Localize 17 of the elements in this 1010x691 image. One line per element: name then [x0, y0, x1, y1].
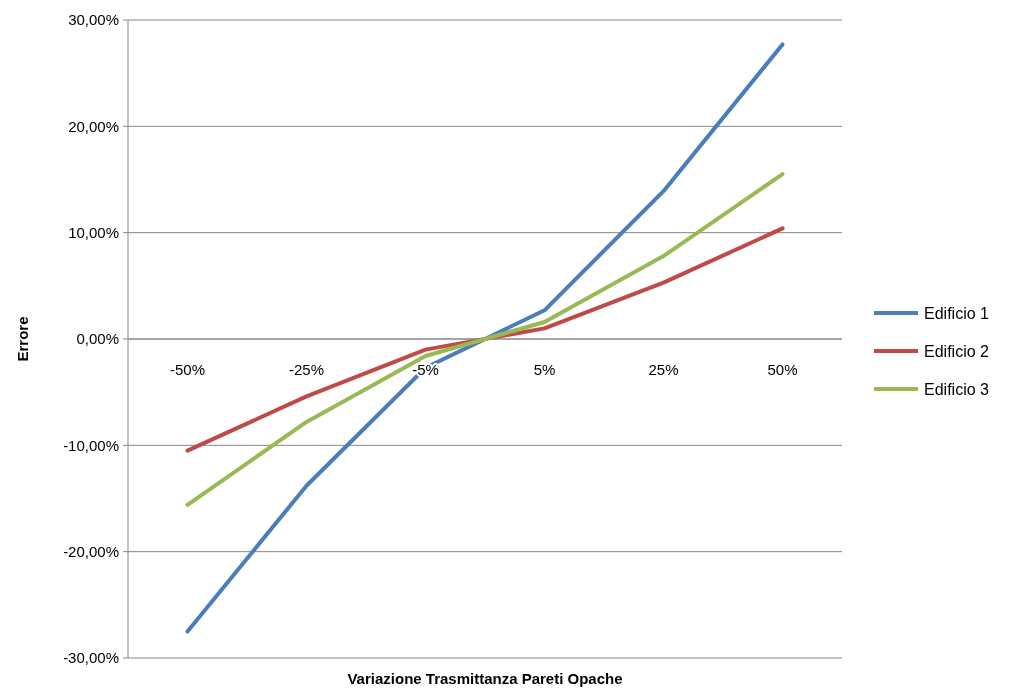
y-tick-label: 0,00%	[76, 330, 119, 348]
x-axis-title: Variazione Trasmittanza Pareti Opache	[347, 670, 623, 687]
y-tick-label: 10,00%	[68, 223, 119, 241]
legend-label: Edificio 1	[924, 304, 990, 322]
x-tick-label: 5%	[533, 361, 556, 378]
x-tick-label: -25%	[288, 361, 325, 378]
legend-label: Edificio 3	[924, 380, 990, 398]
x-tick-label: 50%	[767, 361, 798, 378]
x-tick-label: -50%	[169, 361, 206, 378]
y-tick-label: -20,00%	[63, 542, 119, 560]
y-tick-label: -10,00%	[63, 436, 119, 454]
y-tick-label: 20,00%	[68, 117, 119, 135]
y-tick-label: -30,00%	[63, 649, 119, 667]
x-tick-label: 25%	[648, 361, 679, 378]
y-tick-label: 30,00%	[68, 11, 119, 29]
legend-label: Edificio 2	[924, 342, 990, 360]
y-axis-title: Errore	[14, 316, 31, 362]
